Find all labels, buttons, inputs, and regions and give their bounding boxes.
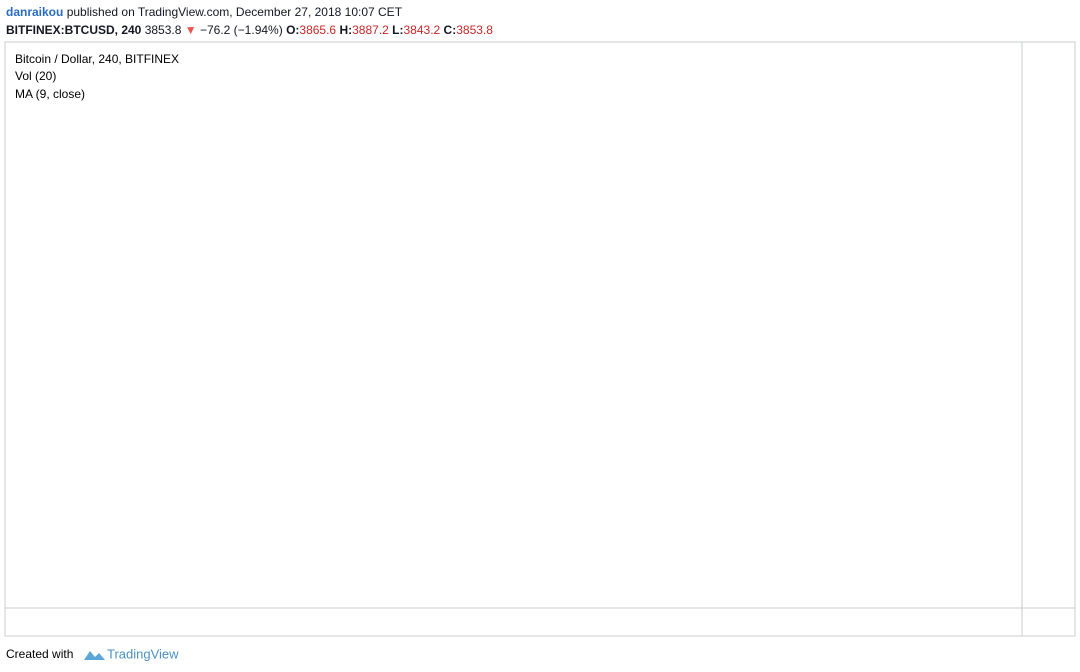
symbol: BITFINEX:BTCUSD, 240	[6, 23, 142, 37]
arrow: ▼	[184, 23, 197, 37]
footer-text: Created with	[6, 647, 73, 661]
publish-line: danraikou published on TradingView.com, …	[6, 5, 402, 19]
h-value: 3887.2	[352, 23, 389, 37]
o-label: O:	[286, 23, 300, 37]
change: −76.2 (−1.94%)	[199, 23, 283, 37]
o-value: 3865.6	[299, 23, 337, 37]
volume-legend: Vol (20)	[15, 69, 56, 83]
author[interactable]: danraikou	[6, 5, 64, 19]
price: 3853.8	[144, 23, 182, 37]
published: published on TradingView.com, December 2…	[66, 5, 403, 19]
c-label: C:	[443, 23, 457, 37]
ma-legend: MA (9, close)	[15, 87, 85, 101]
h-label: H:	[339, 23, 353, 37]
frame	[4, 41, 1076, 637]
logo	[84, 651, 105, 660]
footer-brand[interactable]: TradingView	[107, 646, 179, 661]
l-label: L:	[392, 23, 404, 37]
symbol-line: BITFINEX:BTCUSD, 240 3853.8 ▼ −76.2 (−1.…	[6, 23, 493, 37]
chart-title: Bitcoin / Dollar, 240, BITFINEX	[15, 52, 179, 66]
l-value: 3843.2	[403, 23, 441, 37]
c-value: 3853.8	[456, 23, 493, 37]
